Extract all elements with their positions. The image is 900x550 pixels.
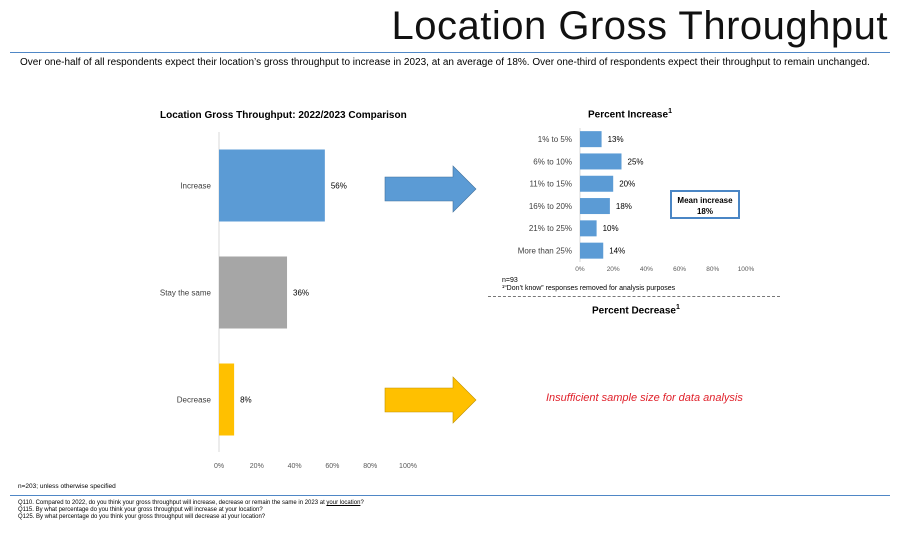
increase-x-tick: 40% xyxy=(640,266,653,273)
comparison-value-label: 36% xyxy=(293,288,309,297)
increase-x-tick: 20% xyxy=(607,266,620,273)
increase-category-label: 11% to 15% xyxy=(529,180,572,189)
increase-value-label: 18% xyxy=(616,202,632,211)
comparison-category-label: Stay the same xyxy=(160,288,212,297)
mean-increase-value: 18% xyxy=(696,207,713,216)
decrease-chart-title: Percent Decrease1 xyxy=(592,304,680,317)
comparison-x-tick: 60% xyxy=(325,463,339,470)
comparison-x-tick: 0% xyxy=(214,463,224,470)
increase-x-tick: 0% xyxy=(575,266,585,273)
increase-bar xyxy=(580,220,597,237)
sample-size-note: n=203; unless otherwise specified xyxy=(18,483,116,490)
increase-bar xyxy=(580,242,604,259)
increase-arrow-icon xyxy=(384,165,477,213)
increase-x-tick: 60% xyxy=(673,266,686,273)
comparison-bar xyxy=(219,363,235,436)
increase-bar xyxy=(580,198,610,215)
comparison-value-label: 56% xyxy=(331,181,347,190)
increase-value-label: 20% xyxy=(619,180,635,189)
page-subtitle: Over one-half of all respondents expect … xyxy=(20,57,870,68)
comparison-x-tick: 20% xyxy=(250,463,264,470)
increase-value-label: 13% xyxy=(608,135,624,144)
footer-divider xyxy=(10,495,890,496)
increase-category-label: 21% to 25% xyxy=(529,224,572,233)
comparison-chart-title: Location Gross Throughput: 2022/2023 Com… xyxy=(160,110,407,121)
increase-value-label: 14% xyxy=(609,246,625,255)
question-q125: Q125. By what percentage do you think yo… xyxy=(18,514,266,520)
increase-chart-title: Percent Increase1 xyxy=(588,108,672,121)
comparison-x-tick: 80% xyxy=(363,463,377,470)
page-title: Location Gross Throughput xyxy=(391,4,888,48)
comparison-x-tick: 40% xyxy=(288,463,302,470)
increase-value-label: 25% xyxy=(628,157,644,166)
comparison-category-label: Decrease xyxy=(177,395,212,404)
increase-category-label: 6% to 10% xyxy=(533,157,572,166)
comparison-x-tick: 100% xyxy=(399,463,417,470)
question-q115: Q115. By what percentage do you think yo… xyxy=(18,507,263,513)
increase-category-label: More than 25% xyxy=(518,246,572,255)
comparison-category-label: Increase xyxy=(180,181,211,190)
increase-sample-note: n=93 xyxy=(502,277,518,284)
increase-category-label: 16% to 20% xyxy=(529,202,572,211)
mean-increase-label: Mean increase xyxy=(677,196,733,205)
dont-know-note: ¹“Don’t know” responses removed for anal… xyxy=(502,285,676,292)
increase-bar xyxy=(580,175,614,192)
increase-x-tick: 100% xyxy=(738,266,755,273)
insufficient-sample-message: Insufficient sample size for data analys… xyxy=(546,392,743,404)
comparison-bar xyxy=(219,256,288,329)
mean-increase-box: Mean increase 18% xyxy=(670,190,740,219)
increase-x-tick: 80% xyxy=(706,266,719,273)
increase-category-label: 1% to 5% xyxy=(538,135,572,144)
title-divider xyxy=(10,52,890,53)
question-q110: Q110. Compared to 2022, do you think you… xyxy=(18,500,364,506)
section-divider xyxy=(488,296,780,297)
increase-value-label: 10% xyxy=(603,224,619,233)
comparison-value-label: 8% xyxy=(240,395,252,404)
decrease-arrow-icon xyxy=(384,376,477,424)
increase-bar xyxy=(580,131,602,148)
comparison-bar xyxy=(219,149,325,222)
increase-bar xyxy=(580,153,622,170)
